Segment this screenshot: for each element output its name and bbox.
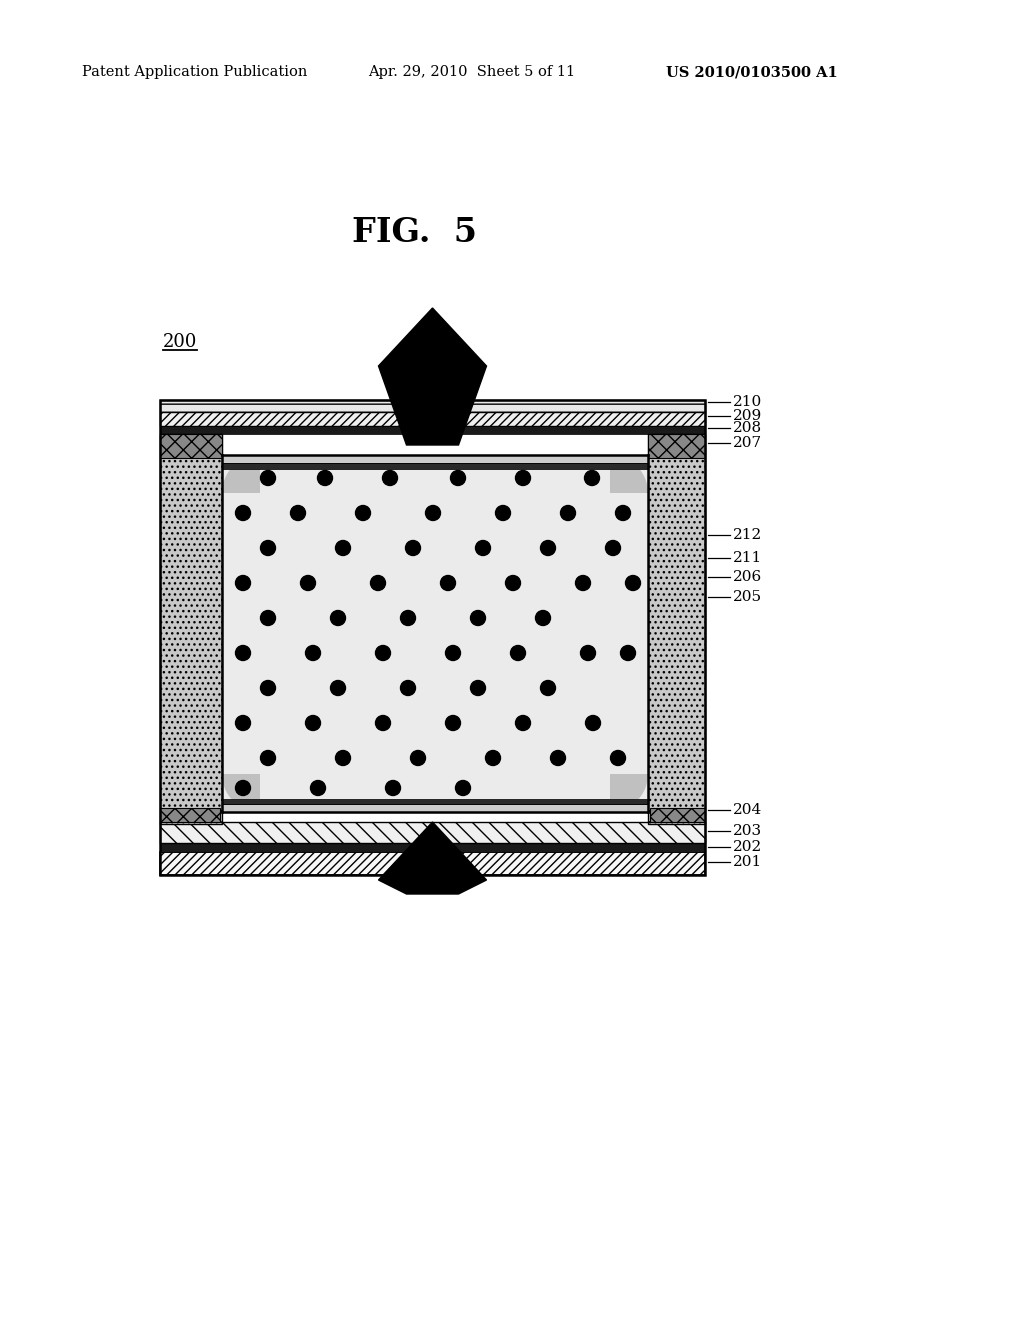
Circle shape (581, 645, 596, 660)
Circle shape (376, 645, 390, 660)
Polygon shape (160, 400, 705, 412)
Circle shape (440, 576, 456, 590)
Text: 210: 210 (733, 395, 762, 409)
Polygon shape (222, 804, 648, 812)
Circle shape (383, 470, 397, 486)
Text: 207: 207 (733, 436, 762, 450)
Polygon shape (160, 851, 705, 875)
Text: 203: 203 (733, 824, 762, 838)
Circle shape (371, 576, 385, 590)
Polygon shape (160, 434, 222, 824)
Polygon shape (160, 822, 705, 843)
Text: 201: 201 (733, 855, 762, 869)
Circle shape (406, 540, 421, 556)
Circle shape (300, 576, 315, 590)
Circle shape (317, 470, 333, 486)
Circle shape (605, 540, 621, 556)
Circle shape (456, 780, 470, 796)
Text: 205: 205 (733, 590, 762, 605)
Circle shape (515, 715, 530, 730)
Circle shape (426, 506, 440, 520)
Circle shape (305, 715, 321, 730)
Circle shape (511, 645, 525, 660)
Circle shape (615, 506, 631, 520)
Polygon shape (222, 799, 648, 804)
Text: 202: 202 (733, 840, 762, 854)
Polygon shape (160, 843, 705, 851)
Circle shape (236, 645, 251, 660)
Circle shape (586, 715, 600, 730)
Polygon shape (160, 808, 220, 822)
Circle shape (260, 540, 275, 556)
Circle shape (445, 715, 461, 730)
Circle shape (575, 576, 591, 590)
Circle shape (451, 470, 466, 486)
Circle shape (336, 540, 350, 556)
Circle shape (470, 610, 485, 626)
Polygon shape (160, 412, 705, 426)
Polygon shape (222, 774, 260, 812)
Polygon shape (222, 463, 648, 469)
Circle shape (551, 751, 565, 766)
Circle shape (291, 506, 305, 520)
Circle shape (610, 751, 626, 766)
Circle shape (260, 681, 275, 696)
Text: 206: 206 (733, 570, 762, 583)
Polygon shape (379, 822, 486, 894)
Text: 204: 204 (733, 803, 762, 817)
Text: Apr. 29, 2010  Sheet 5 of 11: Apr. 29, 2010 Sheet 5 of 11 (368, 65, 575, 79)
Text: 209: 209 (733, 409, 762, 422)
Text: US 2010/0103500 A1: US 2010/0103500 A1 (666, 65, 838, 79)
Circle shape (331, 610, 345, 626)
Circle shape (310, 780, 326, 796)
Circle shape (236, 780, 251, 796)
Circle shape (515, 470, 530, 486)
Circle shape (541, 681, 555, 696)
Circle shape (536, 610, 551, 626)
Circle shape (411, 751, 426, 766)
Polygon shape (610, 455, 648, 492)
Circle shape (260, 470, 275, 486)
Circle shape (470, 681, 485, 696)
Polygon shape (222, 455, 648, 463)
Text: 200: 200 (163, 333, 198, 351)
Circle shape (475, 540, 490, 556)
Circle shape (260, 751, 275, 766)
Circle shape (496, 506, 511, 520)
Circle shape (260, 610, 275, 626)
Circle shape (506, 576, 520, 590)
Circle shape (385, 780, 400, 796)
Polygon shape (648, 434, 705, 824)
Circle shape (585, 470, 599, 486)
Polygon shape (379, 308, 486, 445)
Circle shape (560, 506, 575, 520)
Circle shape (400, 681, 416, 696)
Circle shape (331, 681, 345, 696)
Circle shape (305, 645, 321, 660)
Polygon shape (160, 426, 705, 434)
Polygon shape (222, 455, 648, 812)
Polygon shape (222, 455, 260, 492)
Circle shape (236, 715, 251, 730)
Circle shape (541, 540, 555, 556)
Polygon shape (160, 434, 222, 458)
Circle shape (236, 506, 251, 520)
Text: FIG.  5: FIG. 5 (352, 215, 477, 248)
Text: 208: 208 (733, 421, 762, 436)
Circle shape (376, 715, 390, 730)
Circle shape (336, 751, 350, 766)
Circle shape (355, 506, 371, 520)
Text: 211: 211 (733, 550, 762, 565)
Polygon shape (650, 808, 705, 822)
Circle shape (485, 751, 501, 766)
Circle shape (236, 576, 251, 590)
Circle shape (400, 610, 416, 626)
Text: 212: 212 (733, 528, 762, 543)
Circle shape (445, 645, 461, 660)
Circle shape (626, 576, 640, 590)
Polygon shape (648, 434, 705, 458)
Text: Patent Application Publication: Patent Application Publication (82, 65, 307, 79)
Circle shape (621, 645, 636, 660)
Polygon shape (610, 774, 648, 812)
